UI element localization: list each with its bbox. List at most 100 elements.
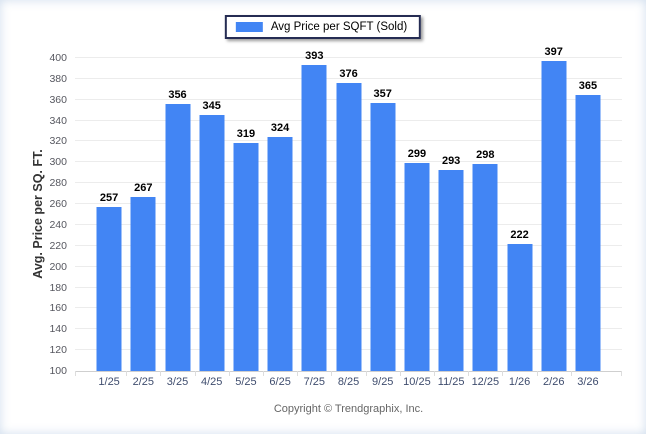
x-tick-label: 9/25 [372, 376, 394, 388]
bar-column: 324 [263, 58, 297, 371]
bar-value-label: 267 [134, 181, 153, 194]
legend-label: Avg Price per SQFT (Sold) [270, 21, 408, 33]
bar-value-label: 357 [373, 87, 392, 100]
bar-column: 356 [160, 58, 194, 371]
bar-value-label: 365 [578, 79, 598, 92]
y-tick-label: 160 [49, 302, 67, 315]
y-tick-label: 200 [49, 260, 67, 273]
bar [267, 137, 293, 371]
x-tick-label: 3/26 [577, 376, 599, 388]
y-tick-label: 320 [49, 135, 67, 148]
x-tick-label: 7/25 [303, 376, 326, 388]
bar-column: 345 [195, 58, 229, 371]
x-axis-line [75, 371, 622, 372]
plot-area: 257 267 356 345 319 324 393 376 357 299 293 298 222 3… [75, 46, 622, 376]
bars-container: 257 267 356 345 319 324 393 376 357 299 293 298 222 3… [75, 46, 622, 371]
x-tick-label: 8/25 [337, 376, 360, 388]
y-tick-label: 260 [49, 198, 67, 211]
bar-value-label: 257 [99, 192, 119, 205]
bar-column: 293 [434, 58, 468, 371]
y-tick-label: 220 [49, 239, 67, 252]
bar-column: 267 [126, 58, 160, 371]
legend-swatch-icon [235, 22, 263, 32]
bar [301, 65, 327, 371]
x-tick-label: 6/25 [269, 376, 291, 388]
bar-value-label: 397 [544, 46, 563, 59]
x-tick-label: 12/25 [471, 376, 500, 388]
bar [233, 142, 259, 371]
bar-column: 376 [331, 58, 365, 371]
x-tick-label: 1/25 [98, 376, 120, 388]
bar [507, 243, 533, 371]
bar-column: 257 [92, 58, 126, 371]
y-tick-label: 240 [49, 218, 67, 231]
gridline [75, 77, 622, 79]
y-tick-label: 400 [49, 52, 67, 64]
bar [370, 102, 396, 371]
bar-value-label: 356 [168, 88, 187, 101]
bar-value-label: 319 [236, 127, 256, 140]
bar-value-label: 298 [476, 149, 495, 162]
copyright-text: Copyright © Trendgraphix, Inc. [273, 403, 424, 415]
x-axis-tick [365, 371, 367, 376]
bar-value-label: 222 [510, 228, 529, 241]
y-tick-label: 180 [49, 281, 67, 294]
x-axis-tick [194, 371, 196, 376]
bar-value-label: 376 [339, 68, 358, 81]
bar [472, 164, 498, 371]
x-axis-tick [297, 371, 299, 376]
bar [336, 83, 362, 371]
x-axis-tick [126, 371, 128, 376]
bar [96, 207, 122, 371]
x-tick-label: 4/25 [201, 376, 223, 388]
y-tick-label: 340 [49, 114, 67, 127]
bar-value-label: 345 [202, 100, 221, 113]
x-axis-tick [75, 371, 76, 376]
bar [541, 61, 567, 371]
bar-column: 298 [468, 58, 502, 371]
x-tick-label: 11/25 [437, 376, 465, 388]
y-tick-label: 360 [49, 93, 67, 106]
x-axis-tick-labels: 1/25 2/25 3/25 4/25 5/25 6/25 7/25 8/25 9/25 10/2… [75, 376, 622, 388]
bar [130, 196, 156, 371]
y-axis-tick-labels: 100 120 140 160 180 200 220 240 260 280 300 320 340 3… [0, 52, 67, 377]
x-tick-label: 10/25 [403, 376, 431, 388]
bar-column: 357 [366, 58, 400, 371]
bar-value-label: 393 [305, 50, 324, 63]
y-tick-label: 140 [49, 323, 67, 336]
x-tick-label: 2/26 [543, 376, 565, 388]
bar-column: 299 [400, 58, 434, 371]
x-axis-tick [228, 371, 230, 376]
bar-column: 222 [502, 58, 536, 371]
bar [404, 163, 430, 371]
y-tick-label: 120 [49, 344, 67, 357]
chart-legend: Avg Price per SQFT (Sold) [224, 15, 422, 39]
bar-value-label: 299 [407, 148, 427, 161]
bar-column: 365 [571, 58, 605, 371]
bar [575, 94, 601, 371]
bar-value-label: 293 [441, 154, 461, 167]
y-tick-label: 380 [49, 72, 67, 85]
x-tick-label: 2/25 [132, 376, 155, 388]
gridline [75, 57, 622, 58]
x-axis-tick [331, 371, 333, 376]
x-axis-tick [621, 371, 622, 376]
bar [165, 103, 190, 371]
x-axis-tick [502, 371, 504, 376]
bar-column: 319 [229, 58, 263, 371]
y-tick-label: 280 [49, 177, 67, 190]
x-axis-tick [570, 371, 572, 376]
x-tick-label: 5/25 [235, 376, 257, 388]
x-axis-tick [536, 371, 538, 376]
bar [438, 169, 464, 371]
bar-column: 393 [297, 50, 331, 371]
bar-column: 397 [537, 46, 571, 371]
x-axis-tick [263, 371, 264, 376]
x-axis-tick [399, 371, 401, 376]
x-axis-tick [468, 371, 470, 376]
x-axis-tick [434, 371, 435, 376]
bar [199, 115, 225, 371]
x-axis-tick [160, 371, 162, 376]
x-tick-label: 1/26 [508, 376, 531, 388]
